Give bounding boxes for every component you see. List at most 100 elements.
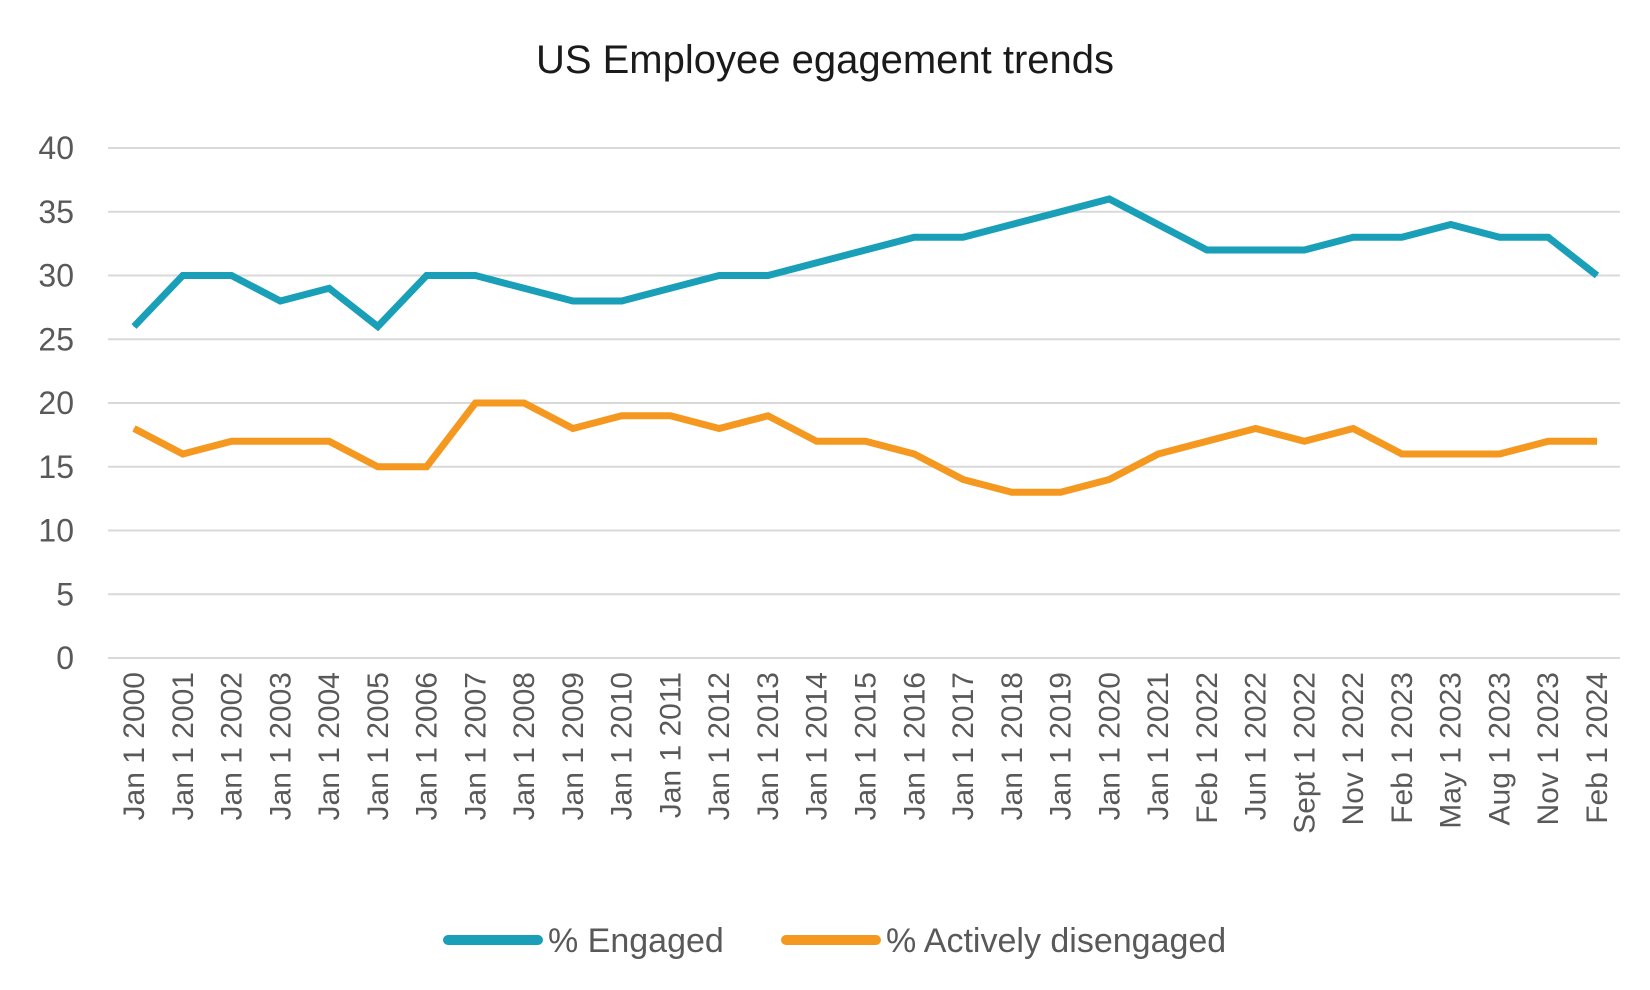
data-point (1498, 236, 1500, 238)
x-tick-label: Jan 1 2005 (362, 672, 395, 820)
chart-title: US Employee egagement trends (535, 38, 1115, 82)
x-tick-label: Nov 1 2023 (1532, 672, 1565, 825)
data-point (913, 236, 915, 238)
x-tick-label: Jan 1 2010 (606, 672, 639, 820)
data-point (1303, 440, 1305, 442)
y-tick-label: 20 (38, 385, 74, 421)
series-lines (131, 195, 1600, 496)
x-tick-label: May 1 2023 (1435, 672, 1468, 829)
data-point (1498, 453, 1500, 455)
x-tick-label: Jan 1 2021 (1142, 672, 1175, 820)
data-point (426, 466, 428, 468)
data-point (669, 287, 671, 289)
data-point (1108, 479, 1110, 480)
data-point (962, 479, 964, 480)
data-point (718, 428, 720, 429)
x-tick-label: Aug 1 2023 (1483, 672, 1516, 825)
data-point (1011, 491, 1013, 493)
data-point (182, 275, 184, 276)
data-point (1303, 249, 1305, 251)
data-point (718, 275, 720, 276)
data-point (474, 402, 476, 404)
y-tick-label: 15 (38, 449, 74, 485)
y-tick-label: 30 (38, 258, 74, 294)
data-point (1060, 491, 1062, 493)
x-tick-label: Nov 1 2022 (1337, 672, 1370, 825)
x-tick-label: Jun 1 2022 (1240, 672, 1273, 820)
series-line-1 (132, 399, 1597, 496)
x-tick-label: Feb 1 2023 (1386, 672, 1419, 824)
y-tick-label: 35 (38, 194, 74, 230)
data-point (328, 440, 330, 442)
x-tick-label: Jan 1 2013 (752, 672, 785, 820)
x-tick-label: Sept 1 2022 (1288, 672, 1321, 834)
data-point (377, 466, 379, 468)
data-point (1108, 198, 1110, 200)
y-tick-label: 25 (38, 321, 74, 357)
data-point (621, 415, 623, 417)
data-point (1352, 428, 1354, 429)
data-point (1255, 249, 1257, 251)
x-tick-label: Jan 1 2018 (996, 672, 1029, 820)
data-point (865, 249, 866, 251)
data-point (669, 415, 671, 417)
data-point (182, 453, 184, 455)
y-tick-label: 10 (38, 513, 74, 549)
data-point (1450, 453, 1452, 455)
x-tick-label: Jan 1 2004 (313, 672, 346, 820)
data-point (231, 275, 233, 276)
data-point (767, 415, 769, 417)
x-tick-label: Jan 1 2019 (1045, 672, 1078, 820)
legend-label: % Actively disengaged (886, 922, 1226, 960)
data-point (133, 428, 135, 429)
x-tick-label: Jan 1 2009 (557, 672, 590, 820)
x-tick-label: Jan 1 2003 (264, 672, 297, 820)
x-axis-ticks: Jan 1 2000 Jan 1 2001 Jan 1 2002 Jan 1 2003… (118, 672, 1614, 834)
data-point (865, 440, 866, 442)
y-axis-ticks: 0 5 10 15 20 25 30 35 40 (38, 130, 74, 676)
x-tick-label: Jan 1 2001 (167, 672, 200, 820)
data-point (328, 287, 330, 289)
data-point (133, 326, 135, 327)
x-tick-label: Jan 1 2012 (703, 672, 736, 820)
data-point (474, 275, 476, 276)
data-point (1596, 440, 1598, 442)
data-point (572, 300, 574, 302)
data-point (621, 300, 623, 302)
y-tick-label: 0 (56, 640, 74, 676)
x-tick-label: Jan 1 2008 (508, 672, 541, 820)
data-point (426, 275, 428, 276)
data-point (1206, 249, 1208, 251)
data-point (231, 440, 233, 442)
data-point (1401, 453, 1403, 455)
y-tick-label: 5 (56, 576, 74, 612)
x-tick-label: Jan 1 2015 (850, 672, 883, 820)
data-point (377, 326, 379, 327)
legend-label: % Engaged (548, 922, 724, 960)
data-point (962, 236, 964, 238)
x-tick-label: Jan 1 2000 (118, 672, 151, 820)
data-point (279, 440, 281, 442)
data-point (279, 300, 281, 302)
data-point (1450, 224, 1452, 225)
data-point (913, 453, 915, 455)
x-tick-label: Jan 1 2007 (459, 672, 492, 820)
legend: % Engaged % Actively disengaged (443, 922, 1226, 960)
x-tick-label: Feb 1 2022 (1191, 672, 1224, 824)
data-point (523, 402, 525, 404)
data-point (1547, 236, 1549, 238)
data-point (523, 287, 525, 289)
x-tick-label: Jan 1 2017 (947, 672, 980, 820)
data-point (816, 262, 818, 264)
x-tick-label: Jan 1 2002 (216, 672, 249, 820)
data-point (1206, 440, 1208, 442)
data-point (1060, 211, 1062, 213)
x-tick-label: Jan 1 2020 (1093, 672, 1126, 820)
x-tick-label: Jan 1 2014 (801, 672, 834, 820)
series-line-0 (131, 195, 1600, 332)
data-point (1157, 224, 1159, 225)
data-point (1255, 428, 1257, 429)
x-tick-label: Jan 1 2006 (411, 672, 444, 820)
x-tick-label: Feb 1 2024 (1581, 672, 1614, 824)
x-tick-label: Jan 1 2011 (654, 672, 687, 818)
